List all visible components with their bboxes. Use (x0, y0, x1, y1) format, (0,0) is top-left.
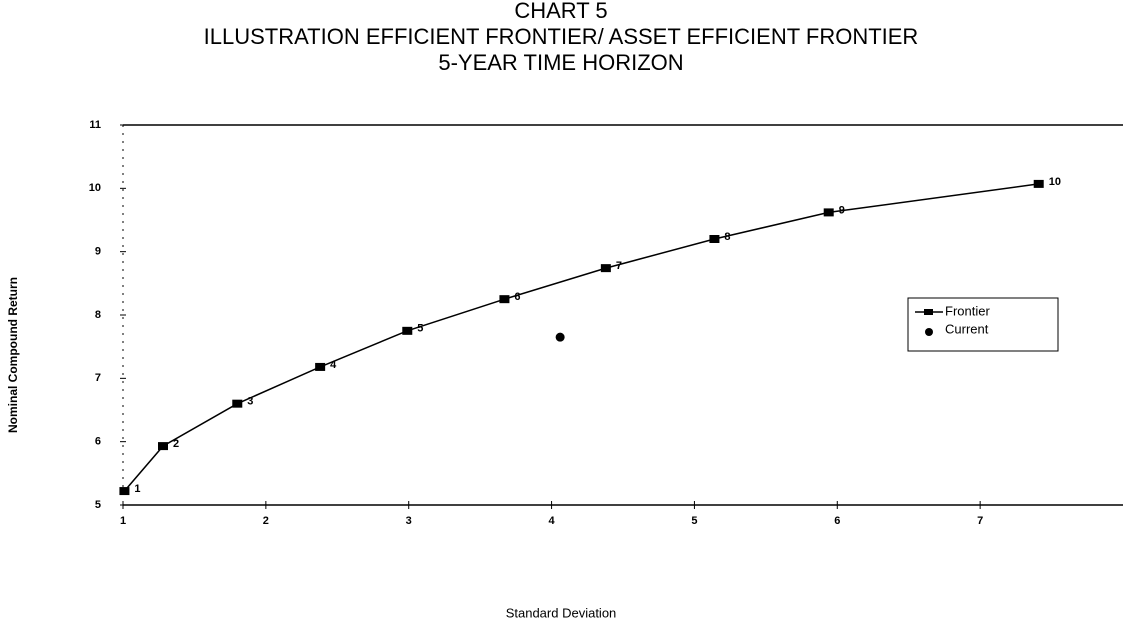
frontier-point (499, 295, 510, 304)
x-tick-label: 2 (263, 515, 269, 527)
point-label: 2 (173, 438, 179, 450)
point-label: 5 (417, 323, 423, 335)
frontier-point (232, 399, 243, 408)
frontier-point (709, 235, 720, 243)
y-tick-label: 8 (95, 309, 101, 321)
legend-marker (925, 328, 933, 336)
x-tick-label: 3 (406, 515, 412, 527)
point-label: 4 (330, 359, 337, 371)
y-tick-label: 7 (95, 372, 101, 384)
frontier-point (119, 487, 130, 496)
y-axis-label: Nominal Compound Return (6, 277, 20, 433)
y-tick-label: 11 (89, 119, 101, 131)
x-tick-label: 6 (834, 515, 840, 527)
point-label: 8 (724, 231, 730, 243)
x-tick-label: 7 (977, 515, 983, 527)
y-tick-label: 5 (95, 499, 101, 511)
point-label: 10 (1049, 176, 1061, 188)
x-tick-label: 5 (691, 515, 697, 527)
frontier-point (1033, 179, 1044, 188)
legend-marker (924, 309, 933, 315)
x-axis-label: Standard Deviation (506, 605, 617, 620)
x-tick-label: 4 (549, 515, 556, 527)
point-label: 6 (514, 291, 520, 303)
legend-label: Current (945, 321, 989, 336)
frontier-point (402, 326, 413, 335)
point-label: 3 (247, 396, 253, 408)
frontier-point (158, 442, 168, 451)
point-label: 1 (134, 483, 140, 495)
chart-title: ILLUSTRATION EFFICIENT FRONTIER/ ASSET E… (204, 24, 919, 49)
point-label: 7 (616, 260, 622, 272)
legend-label: Frontier (945, 303, 990, 318)
chart-title: CHART 5 (514, 0, 607, 23)
y-tick-label: 10 (89, 182, 101, 194)
chart-title: 5-YEAR TIME HORIZON (438, 50, 683, 75)
frontier-line (123, 183, 1039, 492)
frontier-point (315, 362, 326, 371)
x-tick-label: 1 (120, 515, 126, 527)
current-point (555, 332, 565, 342)
frontier-point (823, 208, 834, 217)
y-tick-label: 9 (95, 246, 101, 258)
point-label: 9 (839, 204, 845, 216)
frontier-point (600, 264, 611, 273)
legend-box (907, 297, 1059, 352)
y-tick-label: 6 (95, 436, 101, 448)
